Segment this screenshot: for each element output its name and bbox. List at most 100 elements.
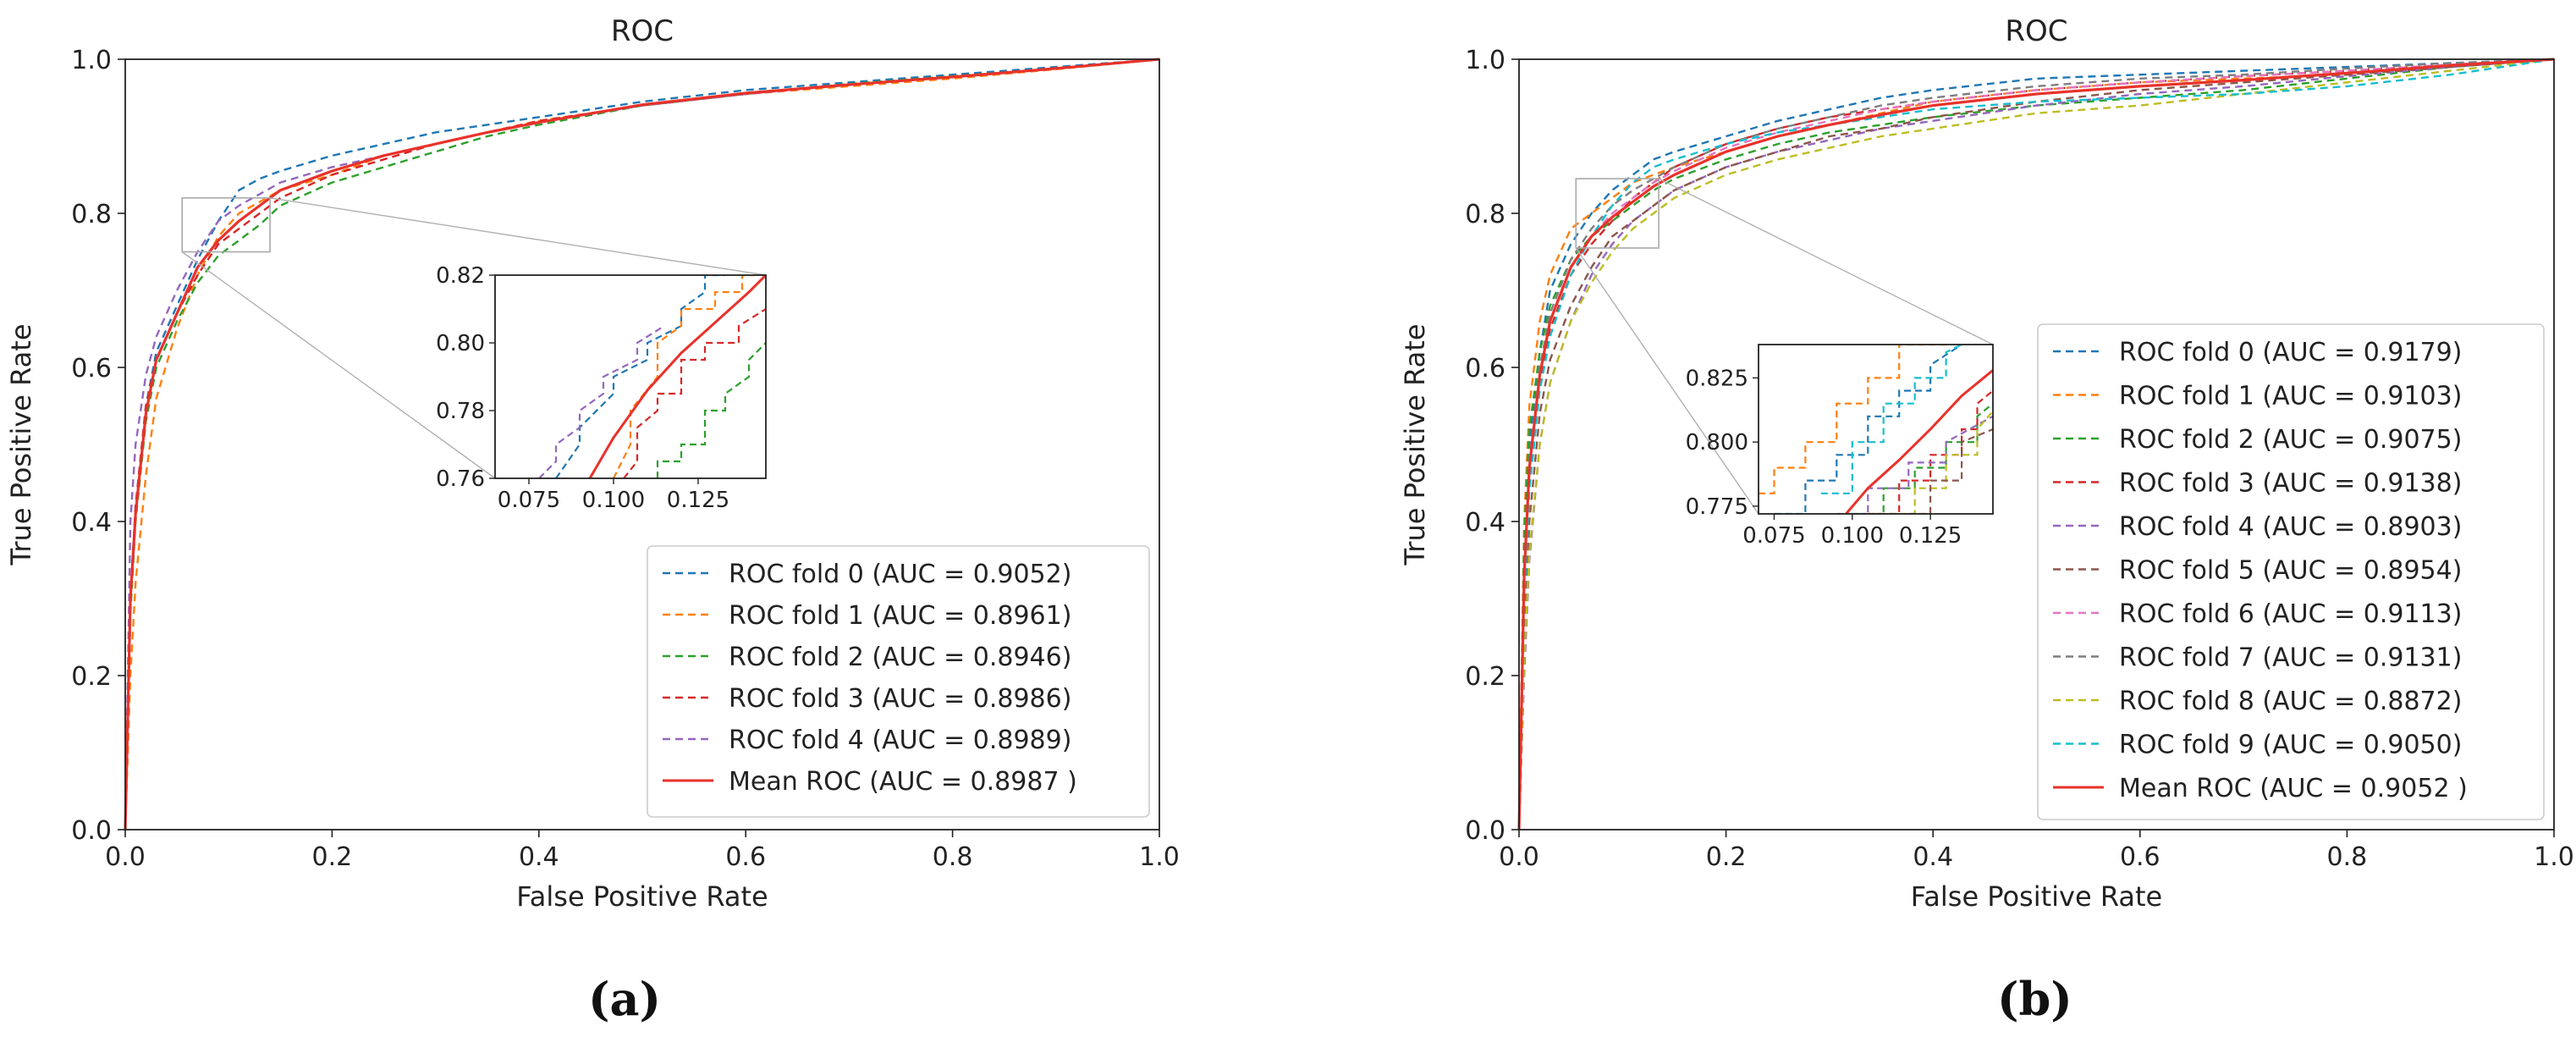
y-tick-label: 0.2 xyxy=(1465,662,1505,692)
x-tick-label: 0.6 xyxy=(2120,842,2160,872)
x-axis-label: False Positive Rate xyxy=(516,880,768,913)
legend-entry-1: ROC fold 1 (AUC = 0.8961) xyxy=(729,601,1071,631)
chart-title: ROC xyxy=(611,14,674,48)
y-tick-label: 1.0 xyxy=(1465,46,1505,75)
roc-curve-10 xyxy=(1517,58,2555,831)
inset-background xyxy=(1759,345,1993,514)
inset-curve-0 xyxy=(1759,345,1946,494)
roc-curve-2 xyxy=(1517,58,2555,831)
x-tick-label: 1.0 xyxy=(1139,842,1180,872)
inset-curve-2 xyxy=(656,342,766,478)
legend-entry-10: Mean ROC (AUC = 0.9052 ) xyxy=(2119,774,2468,803)
panel-label-a: (a) xyxy=(588,972,662,1026)
legend-entry-9: ROC fold 9 (AUC = 0.9050) xyxy=(2119,731,2462,760)
inset-x-tick-label: 0.100 xyxy=(1821,523,1884,549)
roc-curve-2 xyxy=(124,58,1160,831)
inset-curve-0 xyxy=(555,275,725,478)
x-tick-label: 0.2 xyxy=(1706,842,1747,872)
inset-curve-5 xyxy=(588,275,766,478)
inset-curves xyxy=(538,275,766,478)
legend-entry-3: ROC fold 3 (AUC = 0.9138) xyxy=(2119,469,2462,499)
roc-curve-5 xyxy=(124,58,1160,831)
zoom-box xyxy=(181,197,271,253)
x-tick-label: 1.0 xyxy=(2534,842,2574,872)
y-tick-label: 0.8 xyxy=(71,200,112,229)
y-axis-label: True Positive Rate xyxy=(1399,323,1431,566)
inset-curve-1 xyxy=(1774,345,1962,514)
inset-y-tick-label: 0.78 xyxy=(436,399,485,424)
roc-curve-0 xyxy=(1517,58,2555,831)
legend-entry-1: ROC fold 1 (AUC = 0.9103) xyxy=(2119,382,2462,411)
legend-entry-4: ROC fold 4 (AUC = 0.8989) xyxy=(729,726,1071,755)
y-tick-label: 0.4 xyxy=(1465,508,1505,538)
inset-curve-3 xyxy=(623,308,766,478)
inset-curve-3 xyxy=(1852,402,1993,514)
legend-box xyxy=(647,545,1150,818)
inset-frame xyxy=(494,274,767,479)
legend-entry-8: ROC fold 8 (AUC = 0.8872) xyxy=(2119,687,2462,716)
axes-frame xyxy=(124,58,1160,831)
legend-entry-4: ROC fold 4 (AUC = 0.8903) xyxy=(2119,512,2462,542)
roc-curve-7 xyxy=(1517,58,2555,831)
inset-curve-1 xyxy=(613,275,766,478)
x-tick-label: 0.4 xyxy=(519,842,559,872)
legend-entry-7: ROC fold 7 (AUC = 0.9131) xyxy=(2119,643,2462,673)
x-axis-label: False Positive Rate xyxy=(1911,880,2162,913)
legend-entry-6: ROC fold 6 (AUC = 0.9113) xyxy=(2119,599,2462,629)
zoom-connector xyxy=(1658,178,1994,345)
x-tick-label: 0.8 xyxy=(933,842,973,872)
y-tick-label: 0.4 xyxy=(71,508,112,538)
inset-x-tick-label: 0.125 xyxy=(667,488,729,513)
legend-entry-3: ROC fold 3 (AUC = 0.8986) xyxy=(729,684,1071,714)
inset-y-tick-label: 0.76 xyxy=(436,466,485,492)
inset-y-tick-label: 0.82 xyxy=(436,263,485,289)
x-tick-label: 0.6 xyxy=(725,842,766,872)
chart-panel-b: ROC 0.0 0.2 0.4 0.6 0.8 1.0 0.0 0.2 0.4 0.6 0.8 1.0 F… xyxy=(1399,14,2574,913)
inset-x-tick-label: 0.100 xyxy=(582,488,645,513)
legend-box xyxy=(2037,323,2545,820)
inset-background xyxy=(495,275,766,478)
inset-curve-5 xyxy=(1836,415,1993,514)
inset-frame xyxy=(1758,344,1994,515)
x-tick-label: 0.4 xyxy=(1913,842,1953,872)
inset-x-tick-label: 0.075 xyxy=(1742,523,1805,549)
inset-curve-8 xyxy=(1845,369,1993,514)
x-tick-label: 0.0 xyxy=(105,842,146,872)
legend-entry-2: ROC fold 2 (AUC = 0.9075) xyxy=(2119,425,2462,455)
zoom-box xyxy=(1575,178,1660,249)
y-tick-label: 0.6 xyxy=(71,354,112,384)
zoom-connector xyxy=(269,197,767,276)
roc-curve-8 xyxy=(1517,58,2555,831)
zoom-connector xyxy=(1575,247,1759,515)
inset-y-tick-label: 0.775 xyxy=(1686,494,1748,520)
legend-entry-2: ROC fold 2 (AUC = 0.8946) xyxy=(729,643,1071,672)
legend-entry-5: Mean ROC (AUC = 0.8987 ) xyxy=(729,767,1077,797)
inset-curve-4 xyxy=(538,325,665,478)
x-tick-label: 0.0 xyxy=(1499,842,1539,872)
y-axis-label: True Positive Rate xyxy=(5,323,37,566)
chart-title: ROC xyxy=(2005,14,2067,48)
inset-curve-6 xyxy=(1890,411,1993,514)
y-tick-label: 0.8 xyxy=(1465,200,1505,229)
legend-entry-0: ROC fold 0 (AUC = 0.9179) xyxy=(2119,338,2462,367)
chart-panel-a: ROC 0.0 0.2 0.4 0.6 0.8 1.0 0.0 0.2 0.4 0.6 0.8 1.0 F… xyxy=(5,14,1180,913)
panel-label-b: (b) xyxy=(1997,972,2072,1026)
roc-curve-3 xyxy=(1517,58,2555,831)
zoom-connector xyxy=(181,251,496,479)
y-tick-label: 1.0 xyxy=(71,46,112,75)
inset-curve-2 xyxy=(1820,345,1962,494)
roc-curve-5 xyxy=(1517,58,2555,831)
axes-frame xyxy=(1518,58,2555,831)
x-tick-label: 0.2 xyxy=(312,842,353,872)
y-tick-label: 0.0 xyxy=(71,816,112,846)
y-tick-label: 0.0 xyxy=(1465,816,1505,846)
inset-x-tick-label: 0.075 xyxy=(498,488,560,513)
x-tick-label: 0.8 xyxy=(2327,842,2368,872)
inset-curves xyxy=(1759,345,1993,514)
inset-x-tick-label: 0.125 xyxy=(1899,523,1962,549)
y-tick-label: 0.2 xyxy=(71,662,112,692)
y-tick-label: 0.6 xyxy=(1465,354,1505,384)
inset-y-tick-label: 0.825 xyxy=(1686,366,1748,391)
inset-y-tick-label: 0.80 xyxy=(436,331,485,356)
